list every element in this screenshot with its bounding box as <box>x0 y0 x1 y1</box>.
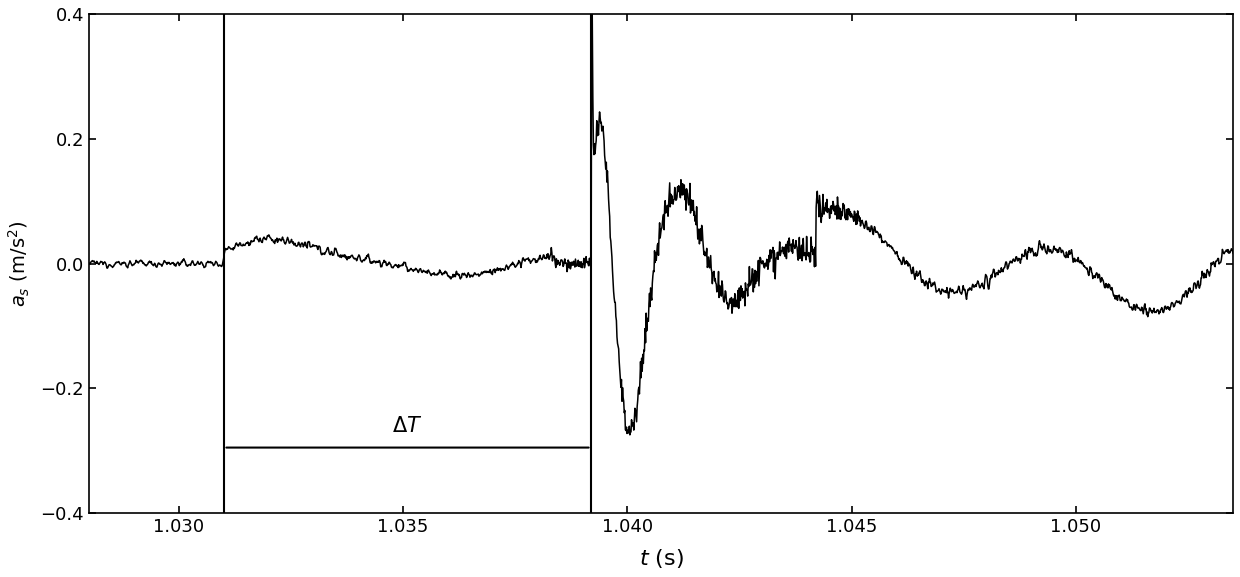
Text: $\Delta T$: $\Delta T$ <box>392 417 423 436</box>
Y-axis label: $a_s\ \mathrm{(m/s^2)}$: $a_s\ \mathrm{(m/s^2)}$ <box>7 220 32 307</box>
X-axis label: $t\ \mathrm{(s)}$: $t\ \mathrm{(s)}$ <box>639 547 683 570</box>
